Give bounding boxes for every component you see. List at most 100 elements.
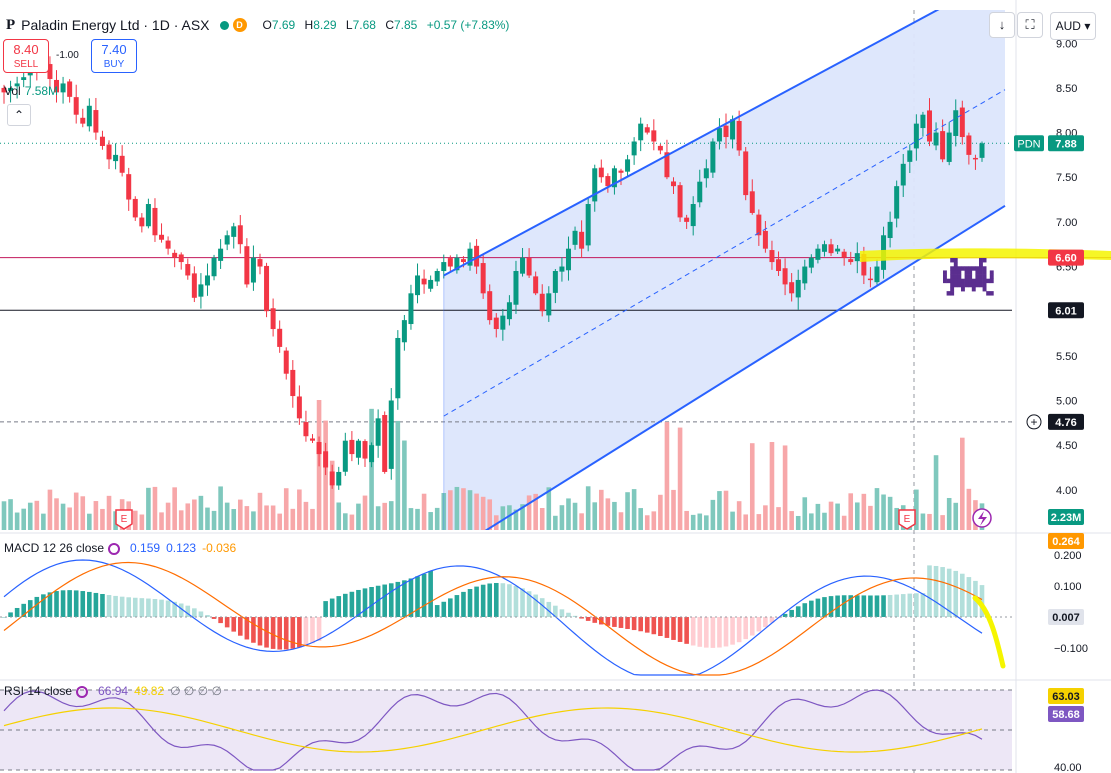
- candle-body: [546, 293, 552, 316]
- volume-bar: [336, 502, 342, 530]
- volume-bar: [356, 503, 361, 530]
- candle-body: [716, 128, 722, 142]
- volume-bar: [34, 500, 40, 530]
- volume-bar: [231, 509, 237, 530]
- volume-bar: [408, 508, 414, 530]
- macd-histogram-bar: [933, 565, 939, 617]
- macd-histogram-bar: [283, 617, 289, 650]
- fullscreen-icon[interactable]: ⛶: [1017, 12, 1043, 38]
- pixel-alien-icon: [982, 274, 987, 279]
- macd-histogram-bar: [710, 617, 716, 648]
- macd-histogram-bar: [677, 617, 683, 642]
- regression-channel-fill: [443, 10, 1005, 530]
- candle-body: [782, 268, 788, 285]
- volume-bar: [769, 442, 775, 530]
- volume-bar: [428, 512, 433, 530]
- volume-bar: [87, 513, 92, 530]
- candle-body: [671, 181, 677, 187]
- price-label: 6.60: [1055, 253, 1076, 265]
- candle-body: [690, 204, 696, 227]
- candle-body: [375, 418, 381, 446]
- price-axis: 9.008.508.007.507.006.506.005.505.004.50…: [1014, 38, 1088, 773]
- volume-bar: [743, 514, 749, 530]
- candle-body: [14, 83, 20, 87]
- candle-body: [355, 440, 361, 458]
- macd-histogram-bar: [132, 597, 138, 617]
- candle-body: [972, 157, 978, 160]
- volume-bar: [723, 490, 729, 530]
- pixel-alien-icon: [964, 266, 969, 271]
- macd-legend[interactable]: MACD 12 26 close 0.159 0.123 -0.036: [4, 541, 237, 555]
- macd-histogram-bar: [402, 580, 407, 617]
- chevron-up-icon[interactable]: ⌃: [7, 104, 31, 126]
- pixel-alien-icon: [971, 266, 976, 271]
- macd-histogram-bar: [329, 598, 335, 617]
- symbol-title[interactable]: Paladin Energy Ltd · 1D · ASX: [21, 17, 210, 33]
- earnings-marker-icon: [115, 509, 133, 530]
- pixel-alien-icon: [968, 278, 973, 284]
- pixel-alien-icon: [964, 274, 969, 279]
- macd-histogram-bar: [723, 617, 729, 647]
- candle-body: [513, 271, 519, 305]
- candle-body: [940, 131, 946, 160]
- pixel-alien-icon: [986, 291, 991, 296]
- candle-body: [474, 245, 480, 267]
- volume-bar: [887, 496, 893, 530]
- candle-body: [808, 257, 814, 268]
- buy-button[interactable]: 7.40 BUY: [91, 39, 137, 73]
- pixel-alien-icon: [953, 282, 958, 288]
- volume-bar: [940, 515, 945, 530]
- price-label: 4.76: [1055, 417, 1076, 429]
- macd-histogram-bar: [592, 617, 598, 623]
- candle-body: [336, 471, 342, 486]
- market-status-dot: [219, 20, 229, 30]
- sell-button[interactable]: 8.40 SELL: [3, 39, 49, 73]
- macd-histogram-bar: [474, 586, 479, 617]
- macd-histogram-bar: [257, 617, 263, 646]
- macd-histogram-bar: [297, 617, 302, 648]
- volume-bar: [854, 502, 860, 530]
- currency-selector[interactable]: AUD ▾: [1050, 12, 1096, 40]
- candle-body: [769, 250, 775, 263]
- pixel-alien-icon: [953, 274, 958, 279]
- volume-bar: [553, 515, 558, 530]
- macd-histogram-bar: [60, 590, 66, 617]
- macd-histogram-bar: [690, 617, 696, 646]
- pixel-alien-icon: [979, 278, 983, 284]
- pixel-alien-icon: [975, 270, 980, 275]
- candle-body: [743, 151, 749, 196]
- macd-histogram-bar: [362, 588, 368, 617]
- volume-bar: [618, 512, 624, 530]
- pixel-alien-icon: [982, 286, 987, 292]
- price-label: 6.01: [1055, 305, 1076, 317]
- macd-histogram-bar: [822, 597, 827, 617]
- rsi-legend[interactable]: RSI 14 close 66.94 49.82 ∅ ∅ ∅ ∅: [4, 684, 222, 698]
- macd-label: 0.264: [1052, 536, 1080, 548]
- candle-body: [795, 279, 801, 298]
- macd-histogram-bar: [500, 583, 506, 617]
- download-icon[interactable]: ↓: [989, 12, 1015, 38]
- volume-bar: [172, 487, 177, 530]
- macd-histogram-bar: [47, 592, 53, 617]
- candle-body: [309, 438, 315, 441]
- symbol-header: P Paladin Energy Ltd · 1D · ASX D O7.69 …: [0, 10, 509, 40]
- candle-body: [277, 328, 283, 347]
- volume-bar: [159, 512, 164, 530]
- candle-body: [913, 123, 919, 149]
- candle-body: [132, 198, 138, 218]
- macd-histogram-bar: [382, 584, 387, 617]
- candle-body: [926, 110, 932, 142]
- pixel-alien-icon: [989, 291, 994, 296]
- volume-bar: [382, 502, 387, 530]
- volume-bar: [684, 510, 689, 530]
- candle-body: [145, 204, 151, 227]
- volume-bar: [146, 487, 151, 530]
- indicator-settings-icon[interactable]: [76, 685, 89, 698]
- volume-bar: [297, 489, 302, 530]
- data-status-icon[interactable]: D: [232, 18, 247, 32]
- volume-bar: [283, 488, 289, 530]
- price-label-bg: [1048, 413, 1084, 430]
- pixel-alien-icon: [961, 282, 965, 288]
- indicator-settings-icon[interactable]: [108, 542, 121, 555]
